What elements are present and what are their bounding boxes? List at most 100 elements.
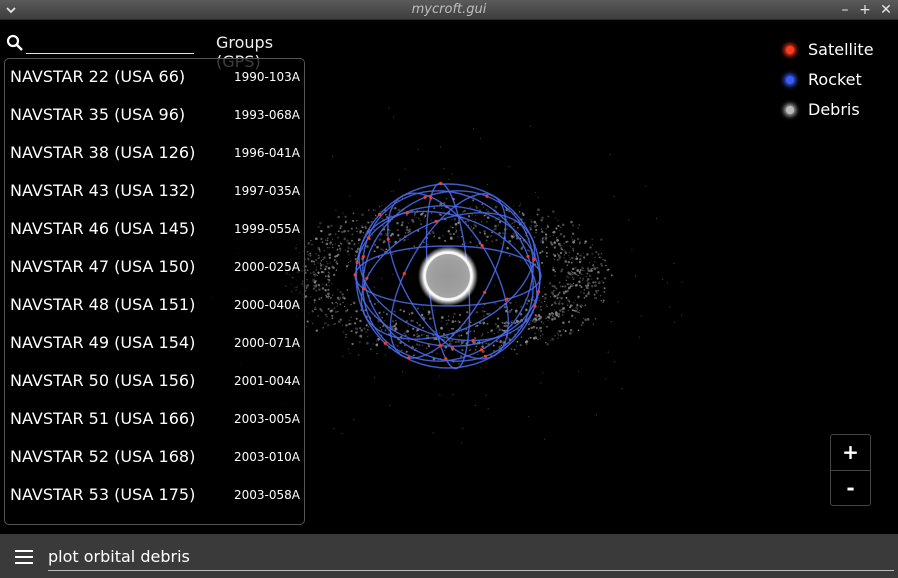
debris-point bbox=[595, 250, 598, 254]
close-button[interactable]: ✕ bbox=[880, 2, 892, 18]
list-item[interactable]: NAVSTAR 50 (USA 156) 2001-004A bbox=[5, 363, 304, 401]
debris-point bbox=[418, 323, 422, 327]
debris-point bbox=[513, 221, 516, 223]
list-item[interactable]: NAVSTAR 48 (USA 151) 2000-040A bbox=[5, 287, 304, 325]
list-item[interactable]: NAVSTAR 22 (USA 66) 1990-103A bbox=[5, 59, 304, 97]
debris-point bbox=[373, 229, 375, 231]
debris-point bbox=[514, 315, 516, 317]
debris-point bbox=[551, 338, 554, 341]
debris-point bbox=[485, 220, 488, 223]
debris-point bbox=[406, 330, 410, 333]
list-item[interactable]: NAVSTAR 47 (USA 150) 2000-025A bbox=[5, 249, 304, 287]
debris-point bbox=[494, 224, 497, 228]
debris-point bbox=[381, 218, 383, 220]
zoom-out-button[interactable]: - bbox=[846, 476, 855, 500]
list-item[interactable]: NAVSTAR 53 (USA 175) 2003-058A bbox=[5, 477, 304, 515]
debris-point bbox=[493, 228, 496, 231]
debris-point bbox=[347, 230, 350, 233]
list-item[interactable]: NAVSTAR 35 (USA 96) 1993-068A bbox=[5, 97, 304, 135]
debris-point bbox=[467, 215, 471, 218]
list-item[interactable]: NAVSTAR 43 (USA 132) 1997-035A bbox=[5, 173, 304, 211]
hamburger-menu-icon[interactable] bbox=[15, 550, 33, 564]
debris-point bbox=[583, 256, 585, 259]
debris-point bbox=[400, 308, 403, 310]
debris-point bbox=[544, 238, 548, 241]
search-input[interactable] bbox=[26, 33, 194, 54]
debris-point bbox=[541, 216, 544, 220]
debris-point bbox=[445, 319, 447, 322]
debris-point bbox=[587, 281, 590, 285]
list-item[interactable]: NAVSTAR 51 (USA 166) 2003-005A bbox=[5, 401, 304, 439]
list-item[interactable]: NAVSTAR 52 (USA 168) 2003-010A bbox=[5, 439, 304, 477]
debris-point bbox=[368, 222, 370, 224]
debris-point bbox=[405, 334, 407, 336]
maximize-button[interactable]: + bbox=[859, 2, 871, 18]
chevron-down-icon[interactable] bbox=[2, 1, 20, 19]
debris-point bbox=[320, 260, 323, 262]
debris-point bbox=[594, 281, 597, 284]
debris-point bbox=[317, 262, 319, 264]
debris-point bbox=[545, 317, 547, 319]
debris-point bbox=[591, 278, 593, 280]
debris-point bbox=[566, 275, 569, 278]
debris-point bbox=[601, 264, 604, 267]
debris-point bbox=[453, 218, 456, 221]
debris-point bbox=[356, 272, 359, 274]
debris-point bbox=[546, 343, 549, 346]
debris-point bbox=[570, 236, 573, 238]
debris-point bbox=[374, 214, 377, 217]
debris-point bbox=[475, 206, 478, 209]
satellite-list[interactable]: NAVSTAR 22 (USA 66) 1990-103A NAVSTAR 35 (… bbox=[4, 58, 305, 525]
debris-point bbox=[535, 228, 538, 232]
debris-point bbox=[470, 226, 472, 228]
debris-point bbox=[358, 228, 360, 230]
debris-point bbox=[337, 288, 339, 290]
debris-point bbox=[339, 227, 342, 230]
debris-point bbox=[513, 322, 517, 325]
command-input[interactable] bbox=[48, 542, 894, 571]
debris-point bbox=[314, 279, 317, 283]
debris-point bbox=[307, 253, 309, 256]
debris-point bbox=[555, 287, 558, 290]
zoom-in-button[interactable]: + bbox=[842, 440, 859, 464]
orbit-visualization[interactable] bbox=[0, 20, 898, 534]
list-item[interactable]: NAVSTAR 46 (USA 145) 1999-055A bbox=[5, 211, 304, 249]
debris-point bbox=[458, 313, 462, 316]
debris-point bbox=[366, 341, 369, 345]
debris-point bbox=[571, 238, 574, 241]
debris-point bbox=[366, 245, 369, 248]
debris-point bbox=[397, 208, 401, 212]
debris-point bbox=[503, 356, 505, 358]
debris-point bbox=[481, 333, 484, 335]
debris-point bbox=[513, 225, 515, 228]
debris-point bbox=[396, 345, 399, 347]
debris-point bbox=[550, 311, 554, 315]
debris-point bbox=[585, 294, 588, 298]
debris-point bbox=[586, 284, 590, 287]
debris-point bbox=[448, 178, 450, 181]
debris-point bbox=[553, 246, 557, 249]
debris-point bbox=[506, 246, 509, 250]
debris-point bbox=[572, 330, 574, 333]
search-icon[interactable] bbox=[6, 34, 24, 52]
debris-point bbox=[593, 293, 596, 296]
debris-point bbox=[329, 233, 332, 236]
debris-point bbox=[332, 246, 334, 249]
debris-point bbox=[445, 219, 448, 221]
debris-point bbox=[551, 285, 554, 287]
debris-point bbox=[390, 325, 394, 329]
debris-point bbox=[347, 264, 349, 266]
debris-point bbox=[559, 245, 561, 247]
debris-point bbox=[320, 297, 323, 299]
list-item[interactable]: NAVSTAR 38 (USA 126) 1996-041A bbox=[5, 135, 304, 173]
debris-point bbox=[449, 236, 453, 240]
list-item[interactable]: NAVSTAR 49 (USA 154) 2000-071A bbox=[5, 325, 304, 363]
debris-point bbox=[597, 271, 600, 274]
minimize-button[interactable]: – bbox=[841, 2, 849, 18]
debris-point bbox=[568, 254, 570, 256]
debris-point bbox=[374, 376, 376, 378]
debris-point bbox=[403, 239, 406, 242]
debris-point bbox=[329, 262, 331, 264]
debris-point bbox=[540, 309, 542, 311]
debris-point bbox=[354, 254, 357, 257]
